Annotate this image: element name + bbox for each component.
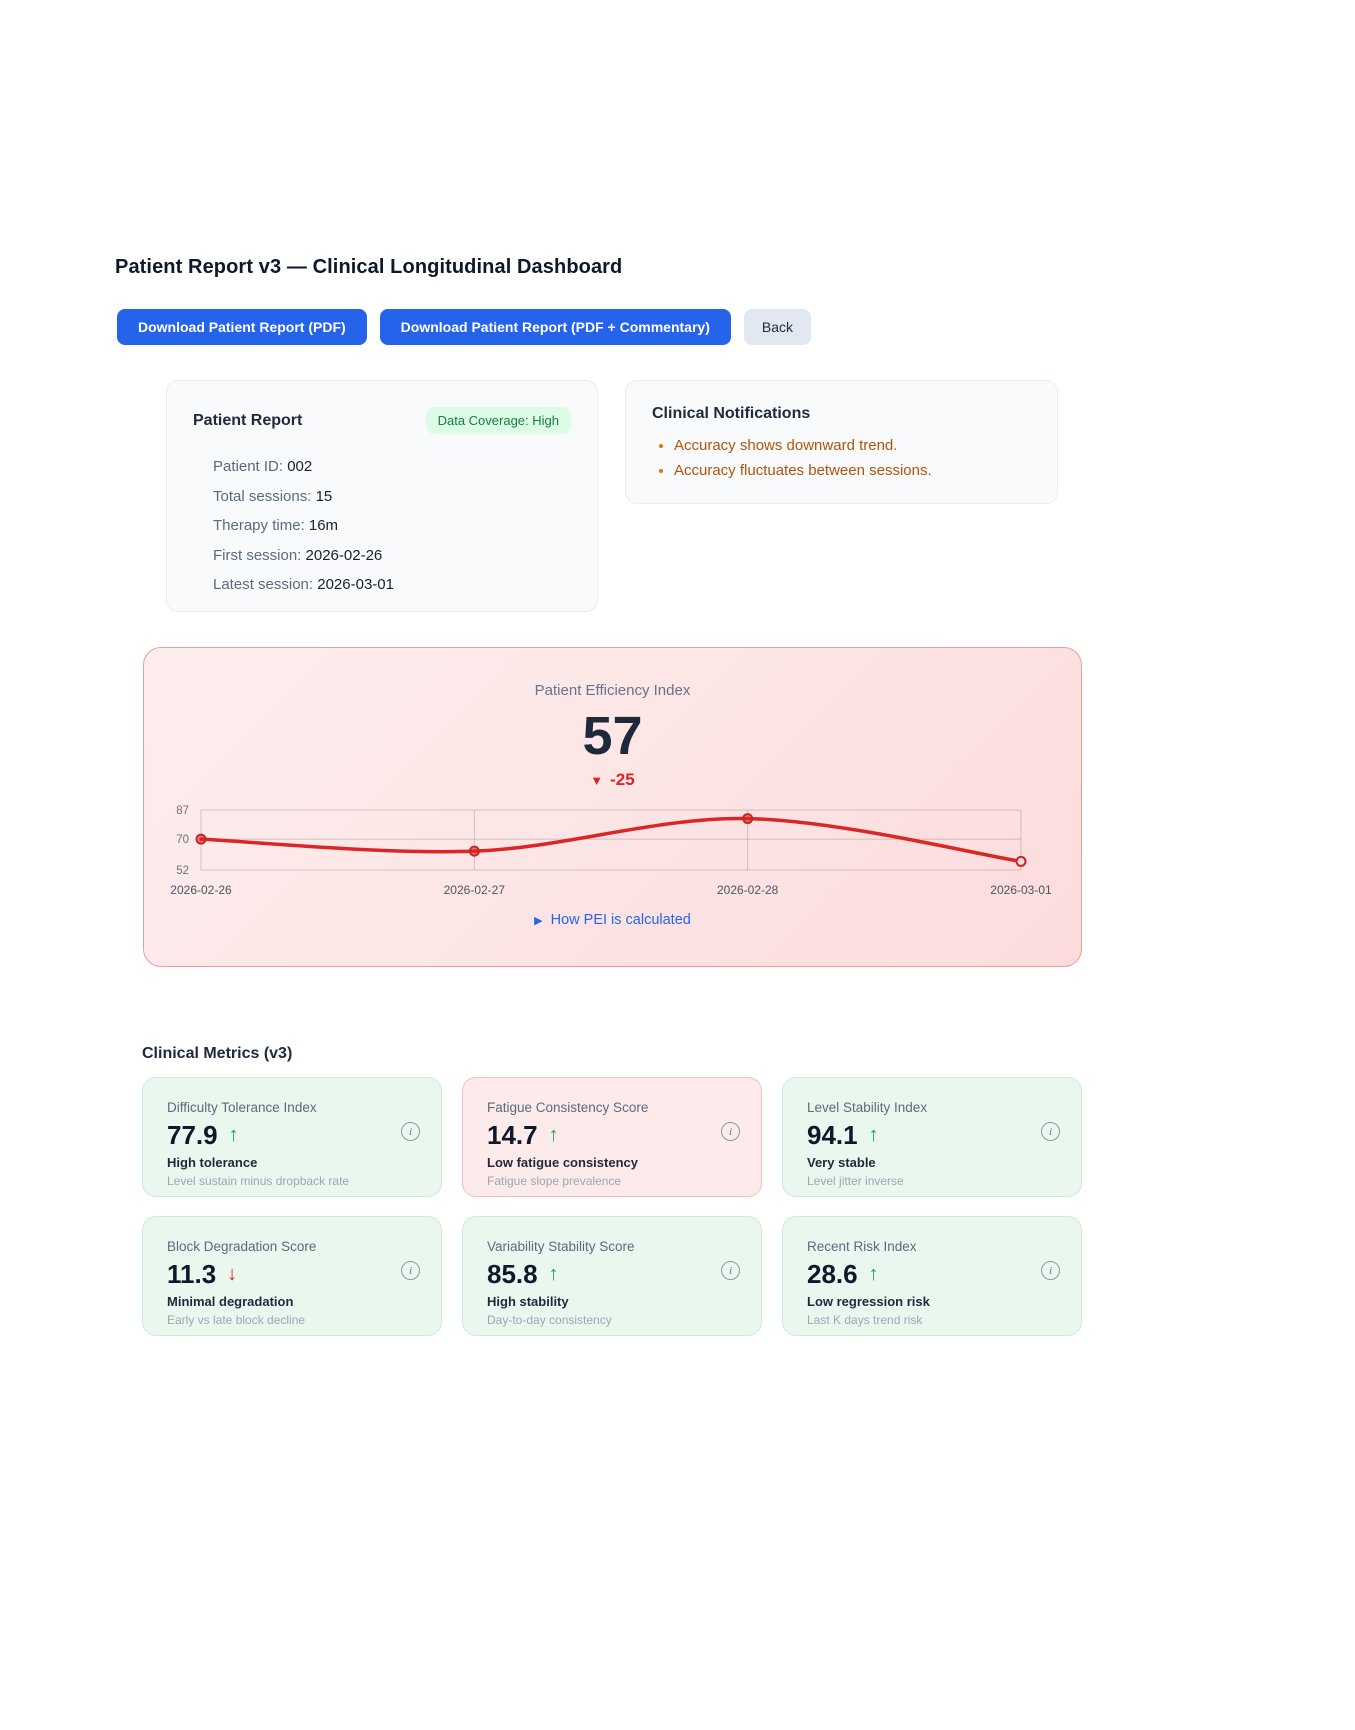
metric-subtitle: High stability: [487, 1294, 569, 1309]
metric-card: Fatigue Consistency Score 14.7 ↑ Low fat…: [462, 1077, 762, 1197]
metric-value: 28.6: [807, 1259, 858, 1289]
trend-arrow: ↑: [548, 1124, 559, 1146]
pei-value: 57: [582, 706, 643, 766]
patient-fields: Patient ID: 002 Total sessions: 15 Thera…: [213, 458, 571, 593]
metric-value: 85.8: [487, 1259, 538, 1289]
disclosure-triangle-icon: ▶: [534, 914, 543, 927]
metric-subtitle: Very stable: [807, 1155, 876, 1170]
metric-description: Level sustain minus dropback rate: [167, 1174, 350, 1188]
trend-arrow: ↑: [548, 1263, 559, 1285]
metric-card: Variability Stability Score 85.8 ↑ High …: [462, 1216, 762, 1336]
summary-row: Patient Report Data Coverage: High Patie…: [166, 380, 1082, 612]
metric-value: 11.3: [167, 1259, 217, 1289]
download-pdf-commentary-button[interactable]: Download Patient Report (PDF + Commentar…: [379, 309, 731, 345]
download-pdf-button[interactable]: Download Patient Report (PDF): [117, 309, 367, 345]
svg-text:70: 70: [176, 834, 189, 846]
back-button[interactable]: Back: [743, 309, 811, 345]
dashboard-page: Patient Report v3 — Clinical Longitudina…: [0, 0, 1082, 1336]
pei-details-toggle[interactable]: ▶ How PEI is calculated: [534, 912, 691, 928]
pei-title: Patient Efficiency Index: [534, 682, 691, 699]
info-icon[interactable]: i: [1041, 1122, 1060, 1141]
metric-subtitle: High tolerance: [167, 1155, 258, 1170]
first-session-field: First session: 2026-02-26: [213, 546, 383, 564]
metric-title: Block Degradation Score: [167, 1239, 317, 1254]
info-icon[interactable]: i: [721, 1261, 740, 1280]
metric-description: Day-to-day consistency: [487, 1313, 612, 1327]
svg-text:87: 87: [176, 805, 189, 817]
info-icon[interactable]: i: [1041, 1261, 1060, 1280]
pei-chart: 87 70 52 2026-02-26 2026-02-27 2026-02-28 2026…: [144, 802, 1081, 907]
metric-title: Recent Risk Index: [807, 1239, 917, 1254]
info-icon[interactable]: i: [401, 1261, 420, 1280]
trend-down-icon: ▼: [590, 772, 604, 788]
metric-value: 77.9: [167, 1120, 218, 1150]
svg-text:2026-02-28: 2026-02-28: [717, 883, 779, 897]
notification-item: Accuracy shows downward trend.: [674, 437, 1031, 454]
metric-description: Level jitter inverse: [807, 1174, 904, 1188]
metric-title: Variability Stability Score: [487, 1239, 635, 1254]
pei-delta: ▼ -25: [144, 770, 1081, 790]
pei-line-chart: 87 70 52 2026-02-26 2026-02-27 2026-02-28 2026…: [170, 805, 1052, 897]
metric-subtitle: Minimal degradation: [167, 1294, 294, 1309]
patient-report-title: Patient Report: [193, 411, 303, 429]
clinical-notifications-card: Clinical Notifications Accuracy shows do…: [625, 380, 1058, 504]
metric-value: 14.7: [487, 1120, 538, 1150]
svg-text:2026-02-26: 2026-02-26: [170, 883, 232, 897]
info-icon[interactable]: i: [401, 1122, 420, 1141]
metric-card: Difficulty Tolerance Index 77.9 ↑ High t…: [142, 1077, 442, 1197]
metric-title: Fatigue Consistency Score: [487, 1100, 649, 1115]
info-icon[interactable]: i: [721, 1122, 740, 1141]
metric-title: Level Stability Index: [807, 1100, 928, 1115]
trend-arrow: ↑: [868, 1263, 879, 1285]
total-sessions-field: Total sessions: 15: [213, 487, 333, 505]
trend-arrow: ↑: [228, 1124, 239, 1146]
svg-text:2026-03-01: 2026-03-01: [990, 883, 1052, 897]
metric-card: Recent Risk Index 28.6 ↑ Low regression …: [782, 1216, 1082, 1336]
metric-card: Level Stability Index 94.1 ↑ Very stable…: [782, 1077, 1082, 1197]
page-title: Patient Report v3 — Clinical Longitudina…: [115, 256, 623, 278]
metric-title: Difficulty Tolerance Index: [167, 1100, 317, 1115]
pei-details-label: How PEI is calculated: [550, 912, 691, 929]
clinical-notifications-title: Clinical Notifications: [652, 405, 811, 422]
data-coverage-badge: Data Coverage: High: [425, 407, 571, 434]
svg-text:52: 52: [176, 865, 189, 877]
clinical-metrics-heading: Clinical Metrics (v3): [142, 1045, 293, 1062]
metric-subtitle: Low fatigue consistency: [487, 1155, 638, 1170]
trend-arrow: ↑: [868, 1124, 879, 1146]
therapy-time-field: Therapy time: 16m: [213, 517, 339, 534]
notification-list: Accuracy shows downward trend. Accuracy …: [652, 437, 1031, 479]
metrics-grid: Difficulty Tolerance Index 77.9 ↑ High t…: [142, 1077, 1082, 1336]
patient-report-card: Patient Report Data Coverage: High Patie…: [166, 380, 598, 612]
metric-description: Last K days trend risk: [807, 1313, 923, 1327]
pei-panel: Patient Efficiency Index 57 ▼ -25 87 70 52…: [143, 647, 1082, 967]
trend-arrow: ↓: [227, 1263, 238, 1285]
metric-value: 94.1: [807, 1120, 858, 1150]
notification-item: Accuracy fluctuates between sessions.: [674, 462, 1031, 479]
svg-text:2026-02-27: 2026-02-27: [444, 883, 506, 897]
patient-id-field: Patient ID: 002: [213, 458, 313, 475]
metric-card: Block Degradation Score 11.3 ↓ Minimal d…: [142, 1216, 442, 1336]
pei-delta-value: -25: [610, 770, 635, 790]
latest-session-field: Latest session: 2026-03-01: [213, 576, 394, 593]
toolbar: Download Patient Report (PDF) Download P…: [117, 309, 1082, 345]
metric-subtitle: Low regression risk: [807, 1294, 930, 1309]
metric-description: Fatigue slope prevalence: [487, 1174, 622, 1188]
metric-description: Early vs late block decline: [167, 1313, 306, 1327]
